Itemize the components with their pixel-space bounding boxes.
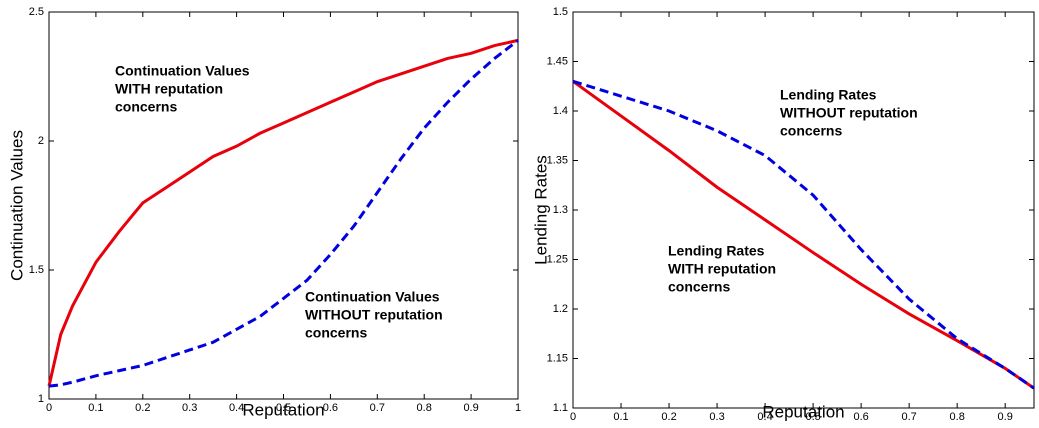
x-tick-label: 0.9 (463, 402, 478, 414)
annotation: concerns (305, 325, 367, 341)
x-axis-label: Reputation (242, 400, 324, 419)
y-tick-label: 1.45 (547, 55, 568, 67)
x-tick-label: 0.4 (229, 402, 244, 414)
y-axis-label: Lending Rates (531, 155, 550, 265)
x-tick-label: 1 (515, 402, 521, 414)
plot-frame (572, 11, 1035, 409)
annotation: concerns (115, 99, 177, 115)
x-tick-label: 0.8 (950, 411, 965, 423)
x-tick-label: 0.1 (88, 402, 103, 414)
y-tick-label: 2.5 (29, 6, 44, 18)
annotation: concerns (668, 279, 730, 295)
y-tick-label: 1.2 (553, 303, 568, 315)
x-tick-label: 0.7 (370, 402, 385, 414)
annotation: Continuation Values (115, 63, 250, 79)
x-tick-label: 0 (46, 402, 52, 414)
y-tick-label: 1.1 (553, 402, 568, 414)
x-tick-label: 0.6 (853, 411, 868, 423)
y-tick-label: 1.5 (553, 6, 568, 18)
y-axis-label: Continuation Values (7, 130, 26, 281)
x-tick-label: 0.3 (709, 411, 724, 423)
annotation: WITH reputation (668, 261, 776, 277)
annotation: Lending Rates (668, 243, 765, 259)
y-tick-label: 1.15 (547, 352, 568, 364)
x-tick-label: 0.1 (613, 411, 628, 423)
x-tick-label: 0.5 (805, 411, 820, 423)
annotation: WITHOUT reputation (305, 307, 443, 323)
line-series (48, 39, 519, 388)
x-tick-label: 0.9 (998, 411, 1013, 423)
y-tick-label: 1.35 (547, 154, 568, 166)
annotation: Lending Rates (780, 87, 877, 103)
x-tick-label: 0 (570, 411, 576, 423)
y-tick-label: 1.25 (547, 253, 568, 265)
x-axis-label: Reputation (762, 402, 844, 421)
annotation: Continuation Values (305, 289, 440, 305)
annotation: concerns (780, 123, 842, 139)
x-tick-label: 0.2 (135, 402, 150, 414)
line-series (572, 79, 1035, 390)
x-tick-label: 0.4 (757, 411, 772, 423)
y-tick-label: 2 (38, 135, 44, 147)
line-series (47, 38, 519, 387)
x-tick-label: 0.3 (182, 402, 197, 414)
y-tick-label: 1.3 (553, 204, 568, 216)
annotation: WITHOUT reputation (780, 105, 918, 121)
annotation: WITH reputation (115, 81, 223, 97)
x-tick-label: 0.6 (323, 402, 338, 414)
x-tick-label: 0.7 (901, 411, 916, 423)
y-tick-label: 1 (38, 393, 44, 405)
x-tick-label: 0.5 (276, 402, 291, 414)
x-tick-label: 0.8 (417, 402, 432, 414)
y-tick-label: 1.4 (553, 105, 568, 117)
y-tick-label: 1.5 (29, 264, 44, 276)
x-tick-label: 0.2 (661, 411, 676, 423)
